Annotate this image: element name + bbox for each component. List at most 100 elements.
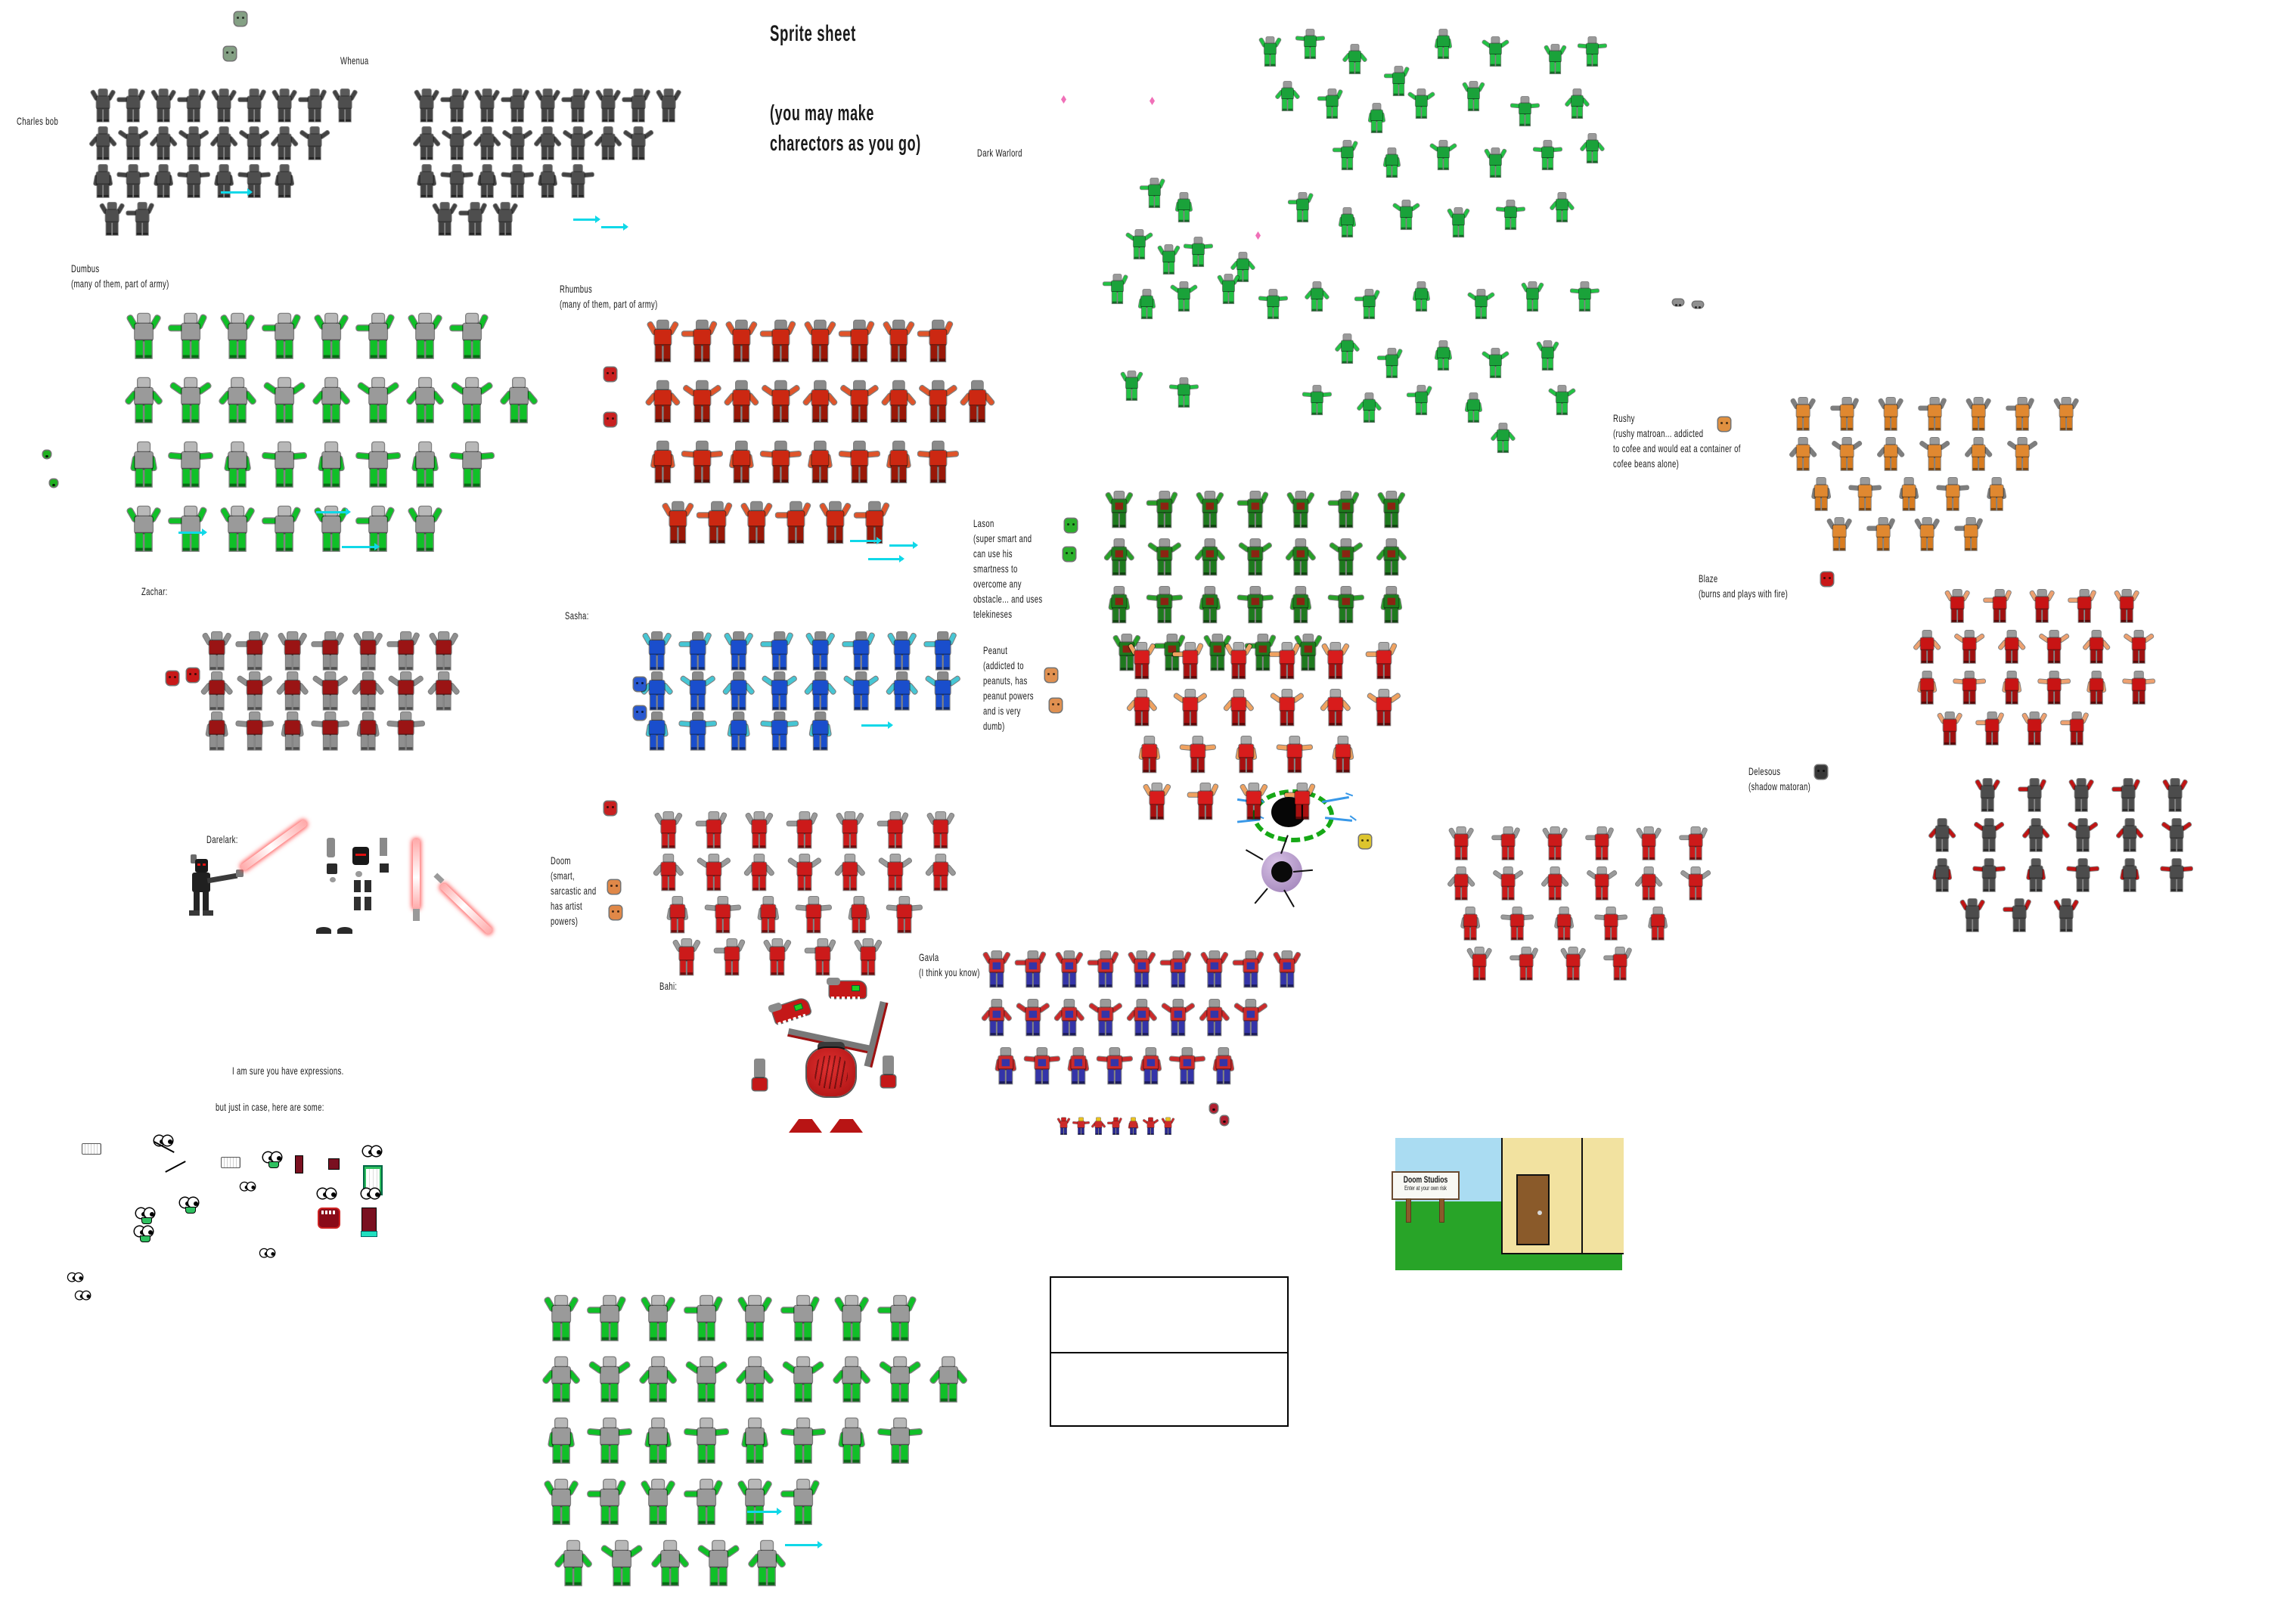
- sprite-part: [229, 469, 237, 487]
- sprite-part: [734, 466, 741, 482]
- sprite-part: [1556, 402, 1562, 415]
- sprite-part: [2182, 867, 2193, 872]
- label-line: telekineses: [973, 608, 1013, 620]
- sprite-part: [1990, 838, 1995, 851]
- sprite-part: [679, 642, 691, 646]
- sprite-part: [2006, 649, 2012, 663]
- sprite-part: [697, 321, 708, 330]
- bahi-figure: [745, 978, 911, 1159]
- sprite-part: [473, 405, 480, 423]
- sprite-part: [555, 1357, 567, 1367]
- sprite-part: [1972, 457, 1978, 470]
- rhumbus-army-sprites: [802, 381, 838, 423]
- doom-army-sprites-2: [1493, 867, 1524, 901]
- sprite-part: [1490, 54, 1495, 67]
- sprite-part: [1165, 608, 1171, 623]
- zachar-sprites: [312, 632, 344, 671]
- sprite-part: [918, 331, 931, 336]
- blaze-army-sprites: [2123, 671, 2155, 705]
- gray-tool-icon: [1693, 302, 1703, 308]
- sprite-part: [444, 654, 451, 670]
- sprite-part: [830, 502, 841, 511]
- sprite-part: [1928, 537, 1933, 550]
- sprite-part: [1578, 106, 1583, 119]
- sprite-part: [247, 694, 254, 710]
- sprite-part: [564, 1551, 582, 1568]
- label-sasha: Sasha:: [565, 608, 589, 623]
- sprite-part: [808, 897, 819, 905]
- sprite-part: [762, 918, 768, 933]
- sprite-part: [420, 96, 433, 109]
- sprite-part: [1131, 1118, 1136, 1121]
- sprite-part: [322, 721, 338, 735]
- sprite-part: [1371, 120, 1376, 133]
- sprite-part: [1904, 478, 1913, 485]
- sprite-part: [332, 469, 340, 487]
- sprite-part: [2028, 719, 2041, 732]
- sprite-part: [1604, 914, 1618, 927]
- rhumbus-army-sprites: [760, 442, 801, 483]
- sprite-part: [325, 672, 336, 680]
- peanut-army-sprites: [1136, 736, 1163, 773]
- sprite-part: [2130, 878, 2136, 891]
- sprite-part: [1115, 550, 1124, 558]
- green-army-sprites-bottom: [588, 1357, 631, 1403]
- sprite-part: [690, 721, 706, 735]
- sprite-part: [1376, 650, 1392, 665]
- sprite-part: [1177, 288, 1190, 299]
- sprite-part: [401, 712, 411, 721]
- sprite-part: [1407, 217, 1412, 230]
- sprite-part: [706, 862, 721, 876]
- sprite-part: [370, 340, 377, 358]
- sprite-part: [1867, 526, 1878, 531]
- sprite-part: [159, 89, 168, 97]
- sprite-part: [724, 947, 740, 961]
- sprite-part: [1258, 634, 1268, 643]
- dark-warlord-army-sprites: [1184, 237, 1213, 267]
- sprite-part: [332, 340, 340, 358]
- sprite-part: [1339, 608, 1345, 623]
- sprite-part: [1972, 417, 1978, 430]
- sprite-part: [2097, 649, 2102, 663]
- blaze-army-sprites: [1913, 631, 1941, 664]
- delesous-army-sprites: [2161, 859, 2193, 892]
- sprite-part: [363, 1146, 373, 1156]
- dark-warlord-army-sprites: [1565, 89, 1590, 119]
- sprite-part: [723, 918, 730, 933]
- sprite-part: [1364, 410, 1369, 423]
- sprite-part: [427, 146, 433, 160]
- sprite-part: [776, 513, 789, 518]
- sprite-part: [518, 146, 523, 160]
- sprite-part: [247, 134, 261, 147]
- sprite-part: [1364, 306, 1369, 319]
- dumbus-army-sprites: [356, 314, 395, 359]
- sprite-part: [436, 640, 451, 655]
- sprite-part: [1370, 110, 1383, 121]
- sprite-part: [1528, 282, 1537, 289]
- sprite-part: [2090, 649, 2096, 663]
- gavla-army-sprites: [1160, 951, 1192, 987]
- sprite-part: [710, 1567, 718, 1586]
- green-army-sprites-bottom: [545, 1418, 578, 1464]
- sprite-part: [1462, 846, 1467, 860]
- sprite-part: [1571, 95, 1584, 107]
- label-line: powers): [551, 915, 579, 927]
- sprite-part: [939, 466, 945, 482]
- doom-army-sprites-2: [1646, 907, 1670, 941]
- sprite-part: [734, 345, 741, 361]
- sprite-part: [1280, 711, 1286, 726]
- sprite-part: [649, 1490, 667, 1507]
- sprite-part: [1118, 291, 1123, 304]
- sprite-part: [1342, 157, 1347, 170]
- sprite-part: [372, 378, 384, 388]
- sprite-part: [1559, 907, 1568, 915]
- sprite-part: [1160, 960, 1172, 965]
- sprite-part: [990, 1021, 996, 1036]
- green-army-sprites-bottom: [929, 1357, 967, 1403]
- creature-foot: [830, 1119, 863, 1133]
- sprite-part: [1387, 550, 1396, 558]
- sprite-part: [1503, 827, 1513, 835]
- sprite-part: [1171, 595, 1183, 600]
- dark-warlord-army-sprites: [1317, 89, 1343, 119]
- arrow-doodle: [342, 543, 380, 550]
